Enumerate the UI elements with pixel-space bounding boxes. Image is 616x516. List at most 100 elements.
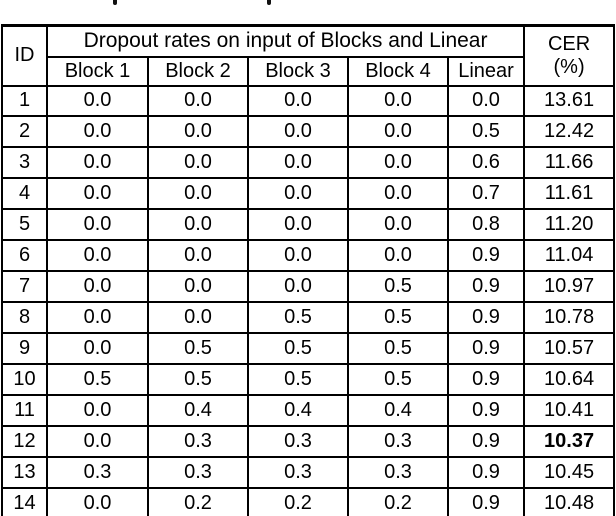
dropout-rate-cell: 0.4 (247, 394, 349, 427)
table-row: 10 0.5 0.5 0.5 0.5 0.9 10.64 (1, 363, 616, 397)
dropout-results-table: ID Dropout rates on input of Blocks and … (1, 24, 616, 516)
row-id-cell: 5 (1, 208, 48, 242)
dropout-rate-cell: 0.0 (147, 208, 249, 242)
dropout-rate-cell: 0.0 (247, 84, 349, 118)
dropout-rate-cell: 0.5 (46, 363, 149, 397)
dropout-rate-cell: 0.0 (247, 208, 349, 242)
cer-value-cell: 11.20 (523, 208, 616, 242)
column-header-block-2: Block 2 (147, 55, 249, 87)
dropout-rate-cell: 0.5 (347, 270, 449, 304)
table-row: 5 0.0 0.0 0.0 0.0 0.8 11.20 (1, 208, 616, 242)
cer-value-cell: 10.45 (523, 455, 616, 489)
dropout-rate-cell: 0.0 (46, 301, 149, 335)
cer-value-cell: 10.37 (523, 424, 616, 458)
table-row: 9 0.0 0.5 0.5 0.5 0.9 10.57 (1, 332, 616, 366)
dropout-rate-cell: 0.5 (247, 301, 349, 335)
dropout-rate-cell: 0.5 (147, 332, 249, 366)
column-header-linear: Linear (446, 55, 526, 87)
dropout-rate-cell: 0.0 (46, 270, 149, 304)
row-id-cell: 2 (1, 115, 48, 149)
dropout-rate-cell: 0.9 (446, 270, 526, 304)
cer-value-cell: 10.48 (523, 486, 616, 516)
cer-value-cell: 10.64 (523, 363, 616, 397)
dropout-rate-cell: 0.3 (347, 455, 449, 489)
row-id-cell: 12 (1, 424, 48, 458)
row-id-cell: 6 (1, 239, 48, 273)
dropout-rate-cell: 0.0 (347, 115, 449, 149)
dropout-rate-cell: 0.5 (247, 332, 349, 366)
column-group-header-dropout-rates: Dropout rates on input of Blocks and Lin… (45, 24, 526, 58)
dropout-rate-cell: 0.5 (147, 363, 249, 397)
column-header-cer: CER (%) (523, 24, 616, 87)
dropout-rate-cell: 0.9 (446, 301, 526, 335)
dropout-rate-cell: 0.5 (347, 301, 449, 335)
dropout-rate-cell: 0.2 (247, 486, 349, 516)
dropout-rate-cell: 0.0 (46, 177, 149, 211)
cer-value-cell: 10.41 (523, 394, 616, 427)
dropout-rate-cell: 0.0 (46, 239, 149, 273)
dropout-rate-cell: 0.0 (147, 301, 249, 335)
dropout-rate-cell: 0.0 (46, 332, 149, 366)
dropout-rate-cell: 0.0 (247, 270, 349, 304)
dropout-rate-cell: 0.5 (247, 363, 349, 397)
dropout-rate-cell: 0.0 (46, 394, 149, 427)
dropout-rate-cell: 0.3 (247, 424, 349, 458)
dropout-rate-cell: 0.0 (46, 146, 149, 180)
dropout-rate-cell: 0.0 (247, 146, 349, 180)
table-row: 12 0.0 0.3 0.3 0.3 0.9 10.37 (1, 424, 616, 458)
cer-value-cell: 10.78 (523, 301, 616, 335)
table-row: 14 0.0 0.2 0.2 0.2 0.9 10.48 (1, 486, 616, 516)
row-id-cell: 14 (1, 486, 48, 516)
dropout-rate-cell: 0.0 (347, 146, 449, 180)
dropout-rate-cell: 0.0 (147, 115, 249, 149)
cer-value-cell: 10.97 (523, 270, 616, 304)
table-header: ID Dropout rates on input of Blocks and … (1, 24, 616, 87)
cer-value-cell: 11.66 (523, 146, 616, 180)
dropout-rate-cell: 0.2 (347, 486, 449, 516)
dropout-rate-cell: 0.3 (147, 455, 249, 489)
cer-value-cell: 10.57 (523, 332, 616, 366)
dropout-rate-cell: 0.9 (446, 239, 526, 273)
table-row: 6 0.0 0.0 0.0 0.0 0.9 11.04 (1, 239, 616, 273)
row-id-cell: 11 (1, 394, 48, 427)
dropout-rate-cell: 0.0 (347, 177, 449, 211)
table-body: 1 0.0 0.0 0.0 0.0 0.0 13.61 2 0.0 0.0 0.0 0.0 0.5 12.… (1, 84, 616, 516)
dropout-rate-cell: 0.9 (446, 424, 526, 458)
dropout-rate-cell: 0.5 (347, 332, 449, 366)
column-header-block-3: Block 3 (247, 55, 349, 87)
cer-value-cell: 13.61 (523, 84, 616, 118)
cer-value-cell: 12.42 (523, 115, 616, 149)
dropout-rate-cell: 0.0 (347, 239, 449, 273)
row-id-cell: 10 (1, 363, 48, 397)
dropout-rate-cell: 0.6 (446, 146, 526, 180)
dropout-rate-cell: 0.7 (446, 177, 526, 211)
row-id-cell: 3 (1, 146, 48, 180)
dropout-rate-cell: 0.4 (147, 394, 249, 427)
dropout-rate-cell: 0.9 (446, 486, 526, 516)
column-header-block-4: Block 4 (347, 55, 449, 87)
dropout-rate-cell: 0.0 (247, 115, 349, 149)
cropped-caption-descender (267, 0, 271, 5)
table-row: 2 0.0 0.0 0.0 0.0 0.5 12.42 (1, 115, 616, 149)
dropout-rate-cell: 0.0 (147, 239, 249, 273)
dropout-rate-cell: 0.8 (446, 208, 526, 242)
row-id-cell: 13 (1, 455, 48, 489)
dropout-rate-cell: 0.0 (46, 486, 149, 516)
row-id-cell: 4 (1, 177, 48, 211)
cer-label: CER (547, 33, 591, 56)
row-id-cell: 1 (1, 84, 48, 118)
dropout-rate-cell: 0.0 (247, 239, 349, 273)
column-header-block-1: Block 1 (46, 55, 149, 87)
dropout-rate-cell: 0.5 (347, 363, 449, 397)
table-row: 4 0.0 0.0 0.0 0.0 0.7 11.61 (1, 177, 616, 211)
dropout-rate-cell: 0.3 (46, 455, 149, 489)
dropout-rate-cell: 0.0 (46, 84, 149, 118)
dropout-rate-cell: 0.3 (347, 424, 449, 458)
dropout-rate-cell: 0.0 (347, 208, 449, 242)
table-row: 7 0.0 0.0 0.0 0.5 0.9 10.97 (1, 270, 616, 304)
dropout-rate-cell: 0.0 (46, 424, 149, 458)
table-row: 11 0.0 0.4 0.4 0.4 0.9 10.41 (1, 394, 616, 427)
table-row: 3 0.0 0.0 0.0 0.0 0.6 11.66 (1, 146, 616, 180)
table-row: 1 0.0 0.0 0.0 0.0 0.0 13.61 (1, 84, 616, 118)
